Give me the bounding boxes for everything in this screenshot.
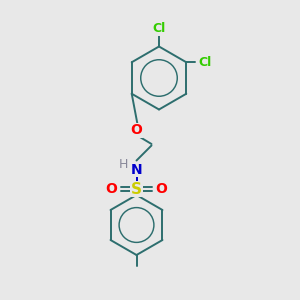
Text: O: O — [130, 124, 142, 137]
Text: S: S — [131, 182, 142, 196]
Text: Cl: Cl — [152, 22, 166, 35]
Text: N: N — [131, 163, 142, 176]
Text: H: H — [118, 158, 128, 171]
Text: O: O — [155, 182, 167, 196]
Text: Cl: Cl — [198, 56, 212, 69]
Text: O: O — [106, 182, 118, 196]
